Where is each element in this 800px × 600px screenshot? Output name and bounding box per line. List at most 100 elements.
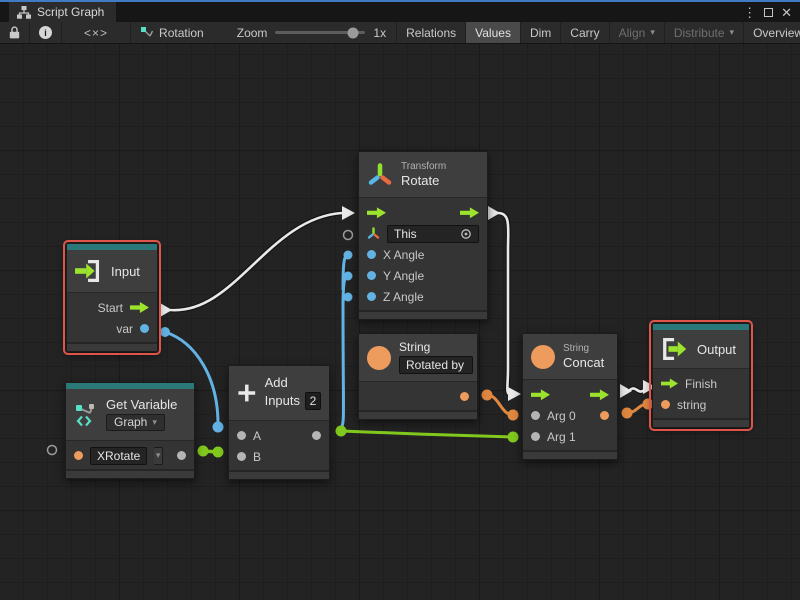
port-label: var <box>116 321 133 336</box>
node-string-concat[interactable]: String Concat Arg 0 Arg 1 <box>522 333 618 461</box>
port-b-input[interactable] <box>237 452 246 462</box>
string-type-icon <box>531 344 555 369</box>
node-accent-strip <box>653 324 749 330</box>
port-flow-output[interactable] <box>460 207 479 219</box>
node-get-variable[interactable]: Get Variable Graph ▾ XRotate ▾ <box>65 382 195 480</box>
port-label: A <box>253 428 262 443</box>
zoom-value: 1x <box>373 25 387 40</box>
node-transform-rotate[interactable]: Transform Rotate This <box>358 151 488 321</box>
node-title: Get Variable <box>106 397 178 412</box>
window-controls: ⋮ ✕ <box>743 2 800 22</box>
port-y-angle-input[interactable] <box>367 271 376 281</box>
port-result-output[interactable] <box>600 411 609 421</box>
port-start-output[interactable] <box>130 302 149 313</box>
input-count-field[interactable]: 2 <box>305 392 321 411</box>
breadcrumb-rotation[interactable]: Rotation <box>131 22 213 43</box>
variable-name-field[interactable]: XRotate <box>90 446 148 465</box>
string-value-field[interactable]: Rotated by <box>399 356 473 375</box>
node-title-line2: Inputs <box>264 393 300 409</box>
port-flow-output[interactable] <box>590 389 609 401</box>
values-button[interactable]: Values <box>465 22 520 43</box>
node-title: Concat <box>563 355 605 370</box>
port-flow-input[interactable] <box>367 207 386 219</box>
chevron-down-icon: ▾ <box>650 27 655 37</box>
port-object-input[interactable] <box>74 451 83 461</box>
string-type-icon <box>367 345 391 370</box>
port-label: B <box>253 449 262 464</box>
maximize-icon[interactable] <box>764 7 774 17</box>
dim-button[interactable]: Dim <box>519 22 560 43</box>
carry-button[interactable]: Carry <box>560 22 608 43</box>
node-footer <box>67 342 157 351</box>
zoom-slider-handle[interactable] <box>347 27 359 38</box>
port-label: Arg 0 <box>547 408 576 423</box>
scope-label: Graph <box>114 415 148 430</box>
port-label: Z Angle <box>383 289 424 304</box>
tab-script-graph[interactable]: Script Graph <box>9 2 117 22</box>
zoom-label: Zoom <box>236 25 268 40</box>
node-footer <box>66 469 194 479</box>
distribute-button[interactable]: Distribute ▾ <box>663 22 743 43</box>
code-preview-button[interactable]: <×> <box>62 22 132 43</box>
chevron-down-icon: ▾ <box>155 450 161 461</box>
add-icon <box>238 384 256 402</box>
node-footer <box>653 418 749 427</box>
port-sum-output[interactable] <box>312 431 321 441</box>
object-picker-icon[interactable] <box>460 228 472 240</box>
get-variable-icon <box>76 403 94 426</box>
port-label: Start <box>97 300 123 315</box>
node-title: Output <box>697 341 737 357</box>
graph-toolbar: i <×> Rotation Zoom 1x Relations Values … <box>0 22 800 44</box>
button-label: Values <box>475 25 511 40</box>
button-label: Distribute <box>673 25 725 40</box>
port-value-output[interactable] <box>177 451 186 461</box>
button-label: Dim <box>529 25 552 40</box>
port-finish-input[interactable] <box>661 378 678 389</box>
port-arg1-input[interactable] <box>531 432 540 442</box>
node-output[interactable]: Output Finish string <box>649 320 753 431</box>
transform-axis-icon <box>368 162 392 185</box>
rotation-graph-icon <box>141 26 154 36</box>
node-accent-strip <box>67 244 157 250</box>
port-z-angle-input[interactable] <box>367 292 376 302</box>
lock-button[interactable] <box>0 22 30 43</box>
port-a-input[interactable] <box>237 431 246 441</box>
node-add[interactable]: Add Inputs 2 A B <box>228 365 330 481</box>
node-string-literal[interactable]: String Rotated by <box>358 333 478 421</box>
close-icon[interactable]: ✕ <box>781 4 792 20</box>
menu-icon[interactable]: ⋮ <box>743 4 757 20</box>
node-title: Rotate <box>401 173 440 188</box>
string-value: Rotated by <box>406 357 468 372</box>
align-button[interactable]: Align ▾ <box>608 22 664 43</box>
tab-title: Script Graph <box>37 5 105 19</box>
node-input[interactable]: Input Start var <box>63 240 161 355</box>
info-icon: i <box>39 26 52 39</box>
node-type-label: String <box>399 340 431 354</box>
inspect-button[interactable]: i <box>30 22 62 43</box>
node-footer <box>359 310 487 320</box>
variable-dropdown-button[interactable]: ▾ <box>154 446 163 465</box>
port-string-output[interactable] <box>460 392 469 402</box>
port-label: Arg 1 <box>547 429 576 444</box>
port-x-angle-input[interactable] <box>367 250 376 260</box>
zoom-control: Zoom 1x <box>213 22 396 43</box>
node-footer <box>523 450 617 460</box>
button-label: Align <box>618 25 646 40</box>
node-type-label: String <box>563 343 590 354</box>
code-label: <×> <box>84 25 109 40</box>
node-footer <box>359 410 477 420</box>
zoom-slider[interactable] <box>275 27 366 38</box>
output-icon <box>663 338 687 360</box>
relations-button[interactable]: Relations <box>396 22 465 43</box>
this-target-field[interactable]: This <box>387 224 479 243</box>
node-title: Input <box>111 263 140 279</box>
variable-scope-dropdown[interactable]: Graph ▾ <box>106 414 165 432</box>
port-arg0-input[interactable] <box>531 411 540 421</box>
node-type-label: Transform <box>401 161 447 172</box>
port-string-input[interactable] <box>661 400 670 409</box>
tab-bar: Script Graph ⋮ ✕ <box>0 0 800 22</box>
node-footer <box>229 470 329 480</box>
port-flow-input[interactable] <box>531 389 550 401</box>
port-var-output[interactable] <box>140 324 149 333</box>
overview-button[interactable]: Overview <box>743 22 800 43</box>
